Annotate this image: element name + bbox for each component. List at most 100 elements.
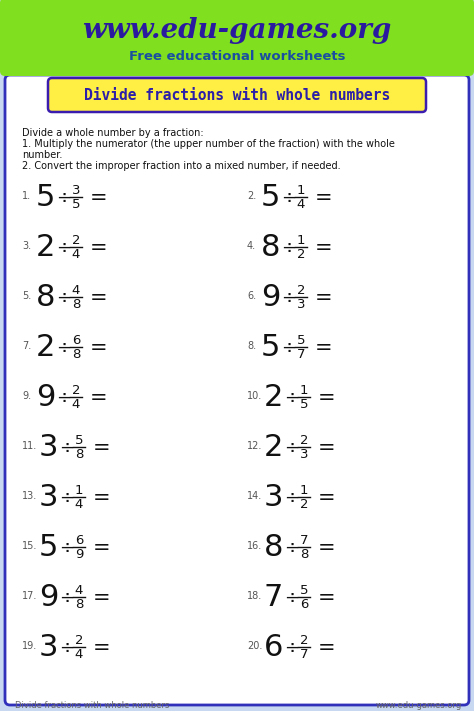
Text: 6: 6 <box>264 634 283 663</box>
Text: 5: 5 <box>75 434 83 447</box>
Text: 3: 3 <box>300 449 308 461</box>
Text: 2.: 2. <box>247 191 256 201</box>
Text: =: = <box>90 238 108 258</box>
Text: ÷: ÷ <box>284 489 299 507</box>
Text: =: = <box>318 388 336 408</box>
Text: 7: 7 <box>300 535 308 547</box>
Text: 5: 5 <box>300 584 308 597</box>
Text: 2: 2 <box>297 249 305 262</box>
Text: ÷: ÷ <box>284 439 299 457</box>
Text: 1: 1 <box>300 385 308 397</box>
Text: 1: 1 <box>75 484 83 498</box>
Text: 1: 1 <box>297 235 305 247</box>
Text: =: = <box>93 638 110 658</box>
Text: Divide a whole number by a fraction:: Divide a whole number by a fraction: <box>22 128 204 138</box>
FancyBboxPatch shape <box>5 75 469 705</box>
Text: 3: 3 <box>39 483 58 513</box>
Text: ÷: ÷ <box>56 239 71 257</box>
Text: ÷: ÷ <box>281 189 296 207</box>
Text: ÷: ÷ <box>59 439 74 457</box>
Text: 2: 2 <box>36 233 55 262</box>
Text: 1. Multiply the numerator (the upper number of the fraction) with the whole: 1. Multiply the numerator (the upper num… <box>22 139 395 149</box>
Text: 2: 2 <box>36 333 55 363</box>
Text: number.: number. <box>22 150 63 160</box>
Text: 2: 2 <box>297 284 305 297</box>
Text: Divide fractions with whole numbers: Divide fractions with whole numbers <box>15 702 169 710</box>
Text: 5: 5 <box>39 533 58 562</box>
Text: =: = <box>318 538 336 558</box>
Text: Divide fractions with whole numbers: Divide fractions with whole numbers <box>84 88 390 104</box>
Text: 2: 2 <box>72 385 80 397</box>
Text: 2: 2 <box>300 498 308 511</box>
Text: www.edu-games.org: www.edu-games.org <box>376 702 462 710</box>
Text: ÷: ÷ <box>59 639 74 657</box>
Text: 5: 5 <box>261 183 281 213</box>
Text: 5: 5 <box>297 334 305 348</box>
Text: ÷: ÷ <box>281 339 296 357</box>
Text: 13.: 13. <box>22 491 37 501</box>
Text: 1: 1 <box>297 184 305 198</box>
Text: =: = <box>93 538 110 558</box>
Text: ÷: ÷ <box>284 389 299 407</box>
Text: =: = <box>90 188 108 208</box>
Text: 10.: 10. <box>247 391 262 401</box>
Text: 4: 4 <box>297 198 305 211</box>
Text: ÷: ÷ <box>59 539 74 557</box>
Text: 8: 8 <box>264 533 283 562</box>
Text: =: = <box>318 488 336 508</box>
Text: 7: 7 <box>264 584 283 612</box>
Text: 8.: 8. <box>247 341 256 351</box>
Text: 5: 5 <box>36 183 55 213</box>
Text: 8: 8 <box>72 348 80 361</box>
Text: ÷: ÷ <box>281 289 296 307</box>
Text: ÷: ÷ <box>56 189 71 207</box>
Text: 16.: 16. <box>247 541 262 551</box>
Text: 15.: 15. <box>22 541 37 551</box>
Text: ÷: ÷ <box>284 589 299 607</box>
Text: 4: 4 <box>72 249 80 262</box>
Text: ÷: ÷ <box>59 589 74 607</box>
Text: 5: 5 <box>300 398 308 412</box>
Text: 18.: 18. <box>247 591 262 601</box>
Text: 8: 8 <box>36 284 55 313</box>
Text: =: = <box>318 638 336 658</box>
Text: 4: 4 <box>75 498 83 511</box>
Text: 2: 2 <box>264 383 283 412</box>
Text: 6.: 6. <box>247 291 256 301</box>
Text: 12.: 12. <box>247 441 263 451</box>
Text: 4.: 4. <box>247 241 256 251</box>
Text: =: = <box>315 238 333 258</box>
Text: 4: 4 <box>72 398 80 412</box>
Text: 8: 8 <box>75 599 83 611</box>
Text: 3: 3 <box>264 483 283 513</box>
Text: ÷: ÷ <box>56 289 71 307</box>
Text: www.edu-games.org: www.edu-games.org <box>82 16 392 43</box>
Text: 6: 6 <box>72 334 80 348</box>
Text: Free educational worksheets: Free educational worksheets <box>129 50 345 63</box>
Text: 9.: 9. <box>22 391 31 401</box>
Text: 5: 5 <box>72 198 80 211</box>
Text: ÷: ÷ <box>56 389 71 407</box>
Text: 7: 7 <box>300 648 308 661</box>
Text: =: = <box>90 288 108 308</box>
Text: 2: 2 <box>72 235 80 247</box>
Text: 6: 6 <box>300 599 308 611</box>
Text: 3: 3 <box>39 634 58 663</box>
Text: 8: 8 <box>261 233 281 262</box>
Text: 2: 2 <box>75 634 83 648</box>
Text: 20.: 20. <box>247 641 263 651</box>
Text: 9: 9 <box>39 584 58 612</box>
Text: =: = <box>90 388 108 408</box>
Text: 3: 3 <box>72 184 80 198</box>
Text: =: = <box>315 338 333 358</box>
Text: ÷: ÷ <box>281 239 296 257</box>
Text: 4: 4 <box>72 284 80 297</box>
Text: 6: 6 <box>75 535 83 547</box>
Text: 4: 4 <box>75 584 83 597</box>
Text: 2: 2 <box>264 434 283 462</box>
Text: 8: 8 <box>300 548 308 562</box>
Text: 5.: 5. <box>22 291 31 301</box>
Text: ÷: ÷ <box>59 489 74 507</box>
Text: 9: 9 <box>261 284 281 313</box>
Text: =: = <box>93 438 110 458</box>
